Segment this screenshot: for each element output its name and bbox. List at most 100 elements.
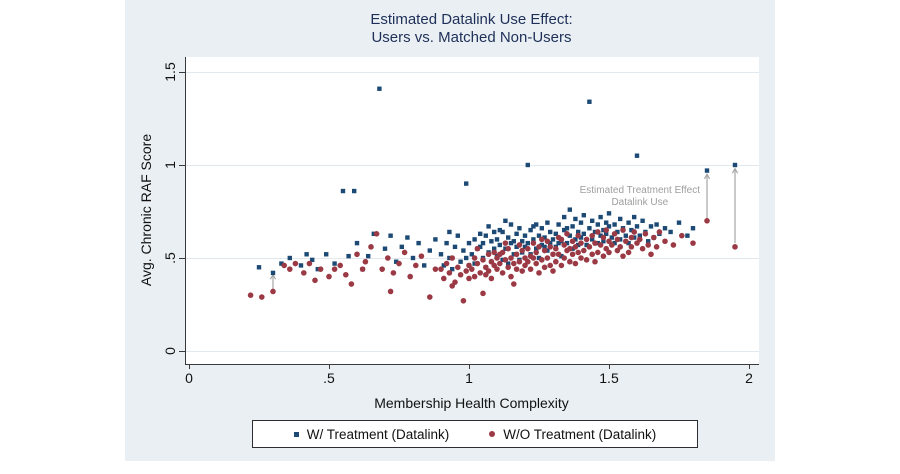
y-tick-label-1: 1 — [162, 161, 178, 169]
data-point — [401, 249, 408, 256]
data-point — [539, 236, 545, 243]
data-point — [561, 255, 567, 261]
data-point — [572, 260, 579, 267]
data-point — [628, 244, 635, 250]
data-point — [466, 240, 472, 246]
data-point — [620, 253, 626, 259]
data-point — [598, 214, 603, 220]
y-tick-label-1.5: 1.5 — [162, 62, 178, 82]
data-point — [550, 237, 556, 242]
data-point — [550, 251, 556, 258]
data-point — [601, 227, 606, 233]
data-point — [564, 226, 570, 231]
data-point — [578, 255, 584, 261]
data-point — [388, 233, 393, 238]
data-point — [564, 231, 570, 237]
data-point — [379, 266, 385, 272]
data-point — [452, 244, 458, 250]
data-point — [648, 251, 654, 258]
data-point — [646, 239, 651, 244]
data-point — [530, 240, 537, 246]
data-point — [604, 220, 609, 225]
data-point — [623, 233, 628, 238]
data-point — [626, 220, 631, 225]
data-point — [606, 249, 612, 256]
data-point — [544, 238, 551, 245]
data-point — [519, 247, 525, 254]
data-point — [513, 266, 520, 272]
data-point — [558, 262, 565, 269]
treatment-effect-arrow — [731, 167, 739, 244]
data-point — [486, 224, 491, 229]
data-point — [639, 245, 646, 252]
data-point — [640, 218, 645, 223]
data-point — [474, 245, 481, 252]
data-point — [581, 247, 587, 254]
data-point — [463, 268, 470, 274]
data-point — [612, 222, 617, 227]
data-point — [500, 257, 505, 263]
series-control — [247, 218, 738, 304]
data-point — [600, 234, 607, 241]
data-point — [533, 249, 539, 256]
data-point — [455, 233, 460, 238]
data-point — [573, 237, 578, 242]
data-point — [387, 288, 394, 295]
data-point — [422, 263, 427, 268]
data-point — [382, 246, 388, 251]
data-point — [301, 270, 307, 276]
data-point — [427, 248, 432, 253]
data-point — [536, 270, 542, 276]
data-point — [471, 255, 478, 261]
data-point — [446, 270, 453, 276]
data-point — [628, 234, 635, 241]
annotation-line2: Datalink Use — [611, 196, 669, 208]
data-point — [511, 260, 517, 267]
data-point — [499, 270, 506, 276]
chart-title-line2: Users vs. Matched Non-Users — [371, 29, 572, 46]
data-point — [503, 218, 508, 223]
data-point — [366, 253, 371, 259]
data-point — [555, 251, 562, 258]
data-point — [576, 242, 581, 248]
data-point — [508, 255, 514, 261]
treated-square-marker-icon — [293, 431, 299, 437]
data-point — [516, 258, 523, 265]
data-point — [449, 255, 456, 261]
data-point — [452, 279, 458, 285]
data-point — [506, 261, 511, 266]
data-point — [569, 238, 576, 245]
data-point — [595, 229, 601, 235]
data-point — [331, 266, 338, 272]
data-point — [587, 99, 592, 104]
data-point — [346, 253, 351, 259]
data-point — [592, 258, 598, 265]
data-point — [478, 244, 483, 250]
data-point — [651, 234, 657, 241]
data-point — [637, 236, 643, 243]
data-point — [642, 231, 649, 237]
data-point — [732, 162, 738, 168]
data-point — [570, 246, 575, 251]
data-point — [514, 244, 519, 250]
data-point — [494, 237, 500, 242]
data-point — [589, 232, 595, 239]
data-point — [634, 224, 640, 229]
series-treated — [256, 86, 738, 276]
data-point — [478, 231, 483, 237]
data-point — [310, 257, 315, 263]
chart-title-line1: Estimated Datalink Use Effect: — [370, 11, 573, 28]
data-point — [595, 249, 601, 256]
data-point — [573, 216, 578, 222]
data-point — [604, 231, 609, 237]
data-point — [472, 261, 477, 266]
x-tick-mark — [749, 364, 750, 369]
data-point — [469, 252, 474, 257]
data-point — [603, 227, 609, 233]
data-point — [541, 264, 548, 271]
data-point — [559, 253, 564, 259]
data-point — [662, 226, 668, 231]
data-point — [562, 214, 567, 220]
data-point — [547, 244, 553, 250]
data-point — [279, 261, 284, 266]
